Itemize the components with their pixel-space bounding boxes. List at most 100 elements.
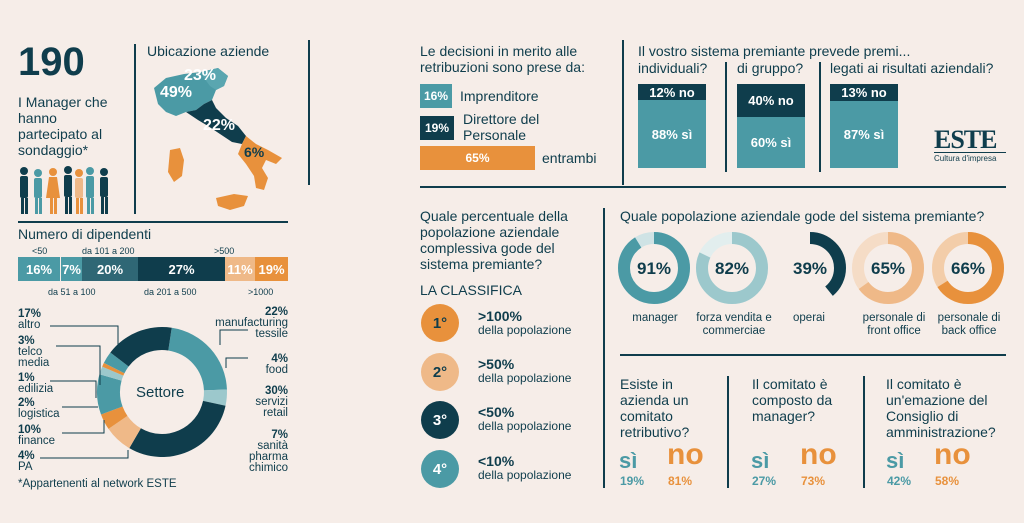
- divider: [620, 354, 1006, 356]
- reward-no-3: 13% no: [830, 84, 898, 101]
- rank-text-4: <10% della popolazione: [478, 453, 572, 482]
- sector-slice: [99, 366, 124, 381]
- emp-seg-4: 27%: [138, 257, 225, 281]
- sector-slice: [103, 352, 129, 374]
- emp-range-5: >500: [214, 246, 235, 256]
- sector-item-telco: 3% telco media: [18, 335, 50, 369]
- sector-slice: [168, 327, 227, 391]
- sector-donut: [97, 327, 227, 457]
- divider: [18, 221, 288, 223]
- ring-label-back: personale di back office: [937, 312, 1001, 337]
- emp-range-2: da 51 a 100: [48, 287, 96, 297]
- sector-item-edilizia: 1% edilizia: [18, 372, 54, 395]
- divider: [622, 40, 624, 185]
- committee-q2: Il comitato è composto da manager?: [752, 376, 833, 424]
- sector-item-altro: 17% altro: [18, 308, 42, 331]
- rank-text-1: >100% della popolazione: [478, 308, 572, 337]
- rank-badge-2: 2°: [421, 353, 459, 391]
- emp-seg-5: 11%: [225, 257, 255, 281]
- committee-si-1: sì: [619, 448, 638, 473]
- divider: [603, 208, 605, 488]
- ring-arc: [774, 232, 846, 304]
- divider: [727, 376, 729, 488]
- rank-badge-3: 3°: [421, 401, 459, 439]
- decision-bar-1: 16%: [420, 84, 452, 108]
- ring-label-sales: forza vendita e commerciae: [696, 312, 772, 337]
- reward-no-2: 40% no: [737, 84, 805, 117]
- decision-bar-2: 19%: [420, 116, 454, 140]
- emp-seg-3: 20%: [82, 257, 138, 281]
- committee-no-pct-1: 81%: [668, 474, 693, 488]
- ranking-title: LA CLASSIFICA: [420, 282, 522, 298]
- reward-title: Il vostro sistema premiante prevede prem…: [638, 43, 911, 59]
- emp-seg-1: 16%: [18, 257, 60, 281]
- ring-arc: [852, 232, 924, 304]
- employees-title: Numero di dipendenti: [18, 226, 152, 242]
- map-value-south: 6%: [244, 144, 265, 160]
- reward-header-3: legati ai risultati aziendali?: [830, 60, 994, 76]
- ring-arc: [696, 232, 768, 304]
- ring-arc: [932, 232, 1004, 304]
- committee-no-pct-3: 58%: [935, 474, 960, 488]
- ring-label-operai: operai: [793, 312, 825, 324]
- footnote: *Appartenenti al network ESTE: [18, 478, 177, 490]
- decision-label-1: Imprenditore: [460, 88, 539, 104]
- este-logo: ESTE Cultura d'impresa: [934, 127, 1006, 163]
- sector-slice: [97, 374, 123, 415]
- rank-badge-4: 4°: [421, 450, 459, 488]
- divider: [308, 40, 310, 185]
- committee-no-2: no: [800, 438, 837, 471]
- sector-item-finance: 10% finance: [18, 424, 56, 447]
- emp-range-6: >1000: [248, 287, 274, 297]
- map-value-north-west: 49%: [160, 84, 193, 101]
- rank-badge-1: 1°: [421, 304, 459, 342]
- ring-value: 82%: [715, 259, 749, 278]
- committee-si-3: sì: [886, 448, 905, 473]
- map-title: Ubicazione aziende: [147, 43, 270, 59]
- divider: [819, 62, 821, 172]
- decision-label-2: Direttore del Personale: [463, 111, 540, 143]
- sector-item-pa: 4% PA: [18, 450, 35, 473]
- italy-map: [154, 68, 282, 210]
- employees-bar: 16% 7% 20% 27% 11% 19%: [18, 257, 288, 281]
- emp-range-4: da 201 a 500: [144, 287, 197, 297]
- sector-center-label: Settore: [136, 384, 185, 401]
- ranking-question: Quale percentuale della popolazione azie…: [420, 208, 568, 272]
- manager-count: 190: [18, 40, 85, 84]
- ring-label-manager: manager: [632, 312, 678, 324]
- sector-slice: [108, 415, 141, 449]
- committee-no-3: no: [934, 438, 971, 471]
- sector-slice: [203, 389, 227, 406]
- ring-value: 66%: [951, 259, 985, 278]
- ring-value: 39%: [793, 259, 827, 278]
- sector-slice: [102, 362, 125, 376]
- committee-no-1: no: [667, 438, 704, 471]
- map-value-north-east: 23%: [184, 67, 217, 84]
- committee-no-pct-2: 73%: [801, 474, 826, 488]
- reward-si-3: 87% sì: [830, 101, 898, 168]
- reward-si-2: 60% sì: [737, 117, 805, 168]
- committee-q3: Il comitato è un'emazione del Consiglio …: [886, 376, 996, 440]
- ring-label-front: personale di front office: [862, 312, 926, 337]
- rank-text-2: >50% della popolazione: [478, 356, 572, 385]
- reward-header-2: di gruppo?: [737, 60, 804, 76]
- emp-range-3: da 101 a 200: [82, 246, 135, 256]
- reward-si-1: 88% sì: [638, 100, 706, 168]
- sector-slice: [129, 400, 226, 457]
- emp-seg-6: 19%: [255, 257, 288, 281]
- sector-slice: [110, 327, 172, 367]
- population-title: Quale popolazione aziendale gode del sis…: [620, 208, 985, 224]
- rank-text-3: <50% della popolazione: [478, 404, 572, 433]
- committee-si-2: sì: [751, 448, 770, 473]
- sector-item-manufacturing: 22% manufacturing tessile: [215, 306, 288, 340]
- sector-item-logistica: 2% logistica: [18, 397, 60, 420]
- emp-range-1: <50: [32, 246, 48, 256]
- ring-arc: [618, 232, 690, 304]
- population-rings: 91% 82% 39% 65% 66%: [618, 232, 1004, 304]
- reward-header-1: individuali?: [638, 60, 708, 76]
- sector-slice: [101, 406, 128, 429]
- sector-item-servizi: 30% servizi retail: [255, 385, 288, 419]
- map-value-center: 22%: [203, 117, 236, 134]
- sector-item-sanita: 7% sanità pharma chimico: [249, 429, 288, 474]
- ring-value: 65%: [871, 259, 905, 278]
